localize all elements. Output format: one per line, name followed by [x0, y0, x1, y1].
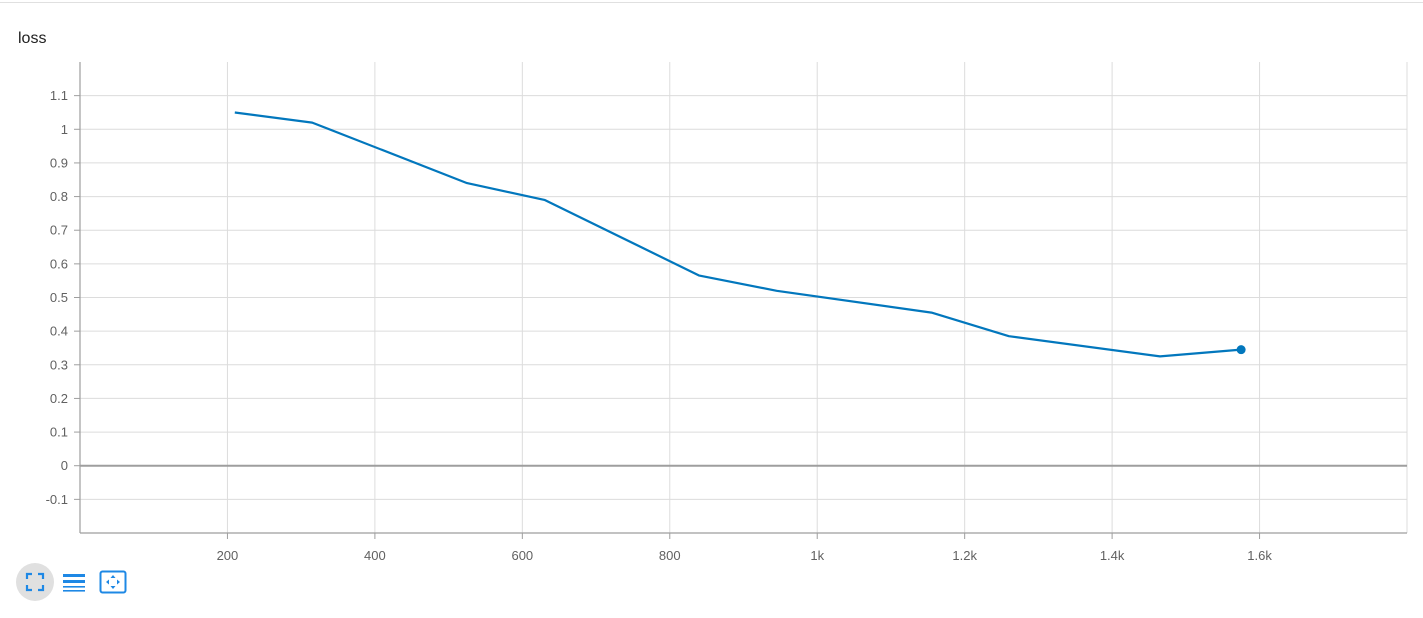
fit-domain-button[interactable] [94, 563, 132, 601]
y-tick-label: 0 [61, 458, 68, 473]
y-tick-label: 0.9 [50, 155, 68, 170]
y-tick-label: 0.6 [50, 256, 68, 271]
y-tick-label: 0.7 [50, 223, 68, 238]
x-tick-label: 200 [217, 548, 239, 563]
last-point-marker[interactable] [1236, 345, 1246, 355]
y-tick-label: 0.8 [50, 189, 68, 204]
x-tick-label: 800 [659, 548, 681, 563]
x-tick-label: 600 [511, 548, 533, 563]
x-tick-label: 400 [364, 548, 386, 563]
top-divider [0, 2, 1423, 3]
y-tick-label: -0.1 [46, 492, 68, 507]
toggle-y-log-button[interactable] [55, 563, 93, 601]
x-tick-label: 1.2k [952, 548, 977, 563]
x-tick-label: 1k [810, 548, 824, 563]
x-tick-label: 1.4k [1100, 548, 1125, 563]
fullscreen-button[interactable] [16, 563, 54, 601]
x-tick-label: 1.6k [1247, 548, 1272, 563]
y-tick-label: 0.5 [50, 290, 68, 305]
y-tick-label: 1.1 [50, 88, 68, 103]
y-tick-label: 0.4 [50, 324, 68, 339]
y-tick-label: 0.1 [50, 425, 68, 440]
y-tick-label: 1 [61, 122, 68, 137]
chart-title: loss [18, 30, 47, 47]
fullscreen-icon [25, 572, 45, 592]
fit-domain-icon [99, 570, 127, 594]
list-icon [63, 574, 85, 592]
loss-series-line [234, 111, 1242, 358]
chart-toolbar [16, 563, 133, 601]
y-tick-label: 0.3 [50, 357, 68, 372]
y-tick-label: 0.2 [50, 391, 68, 406]
